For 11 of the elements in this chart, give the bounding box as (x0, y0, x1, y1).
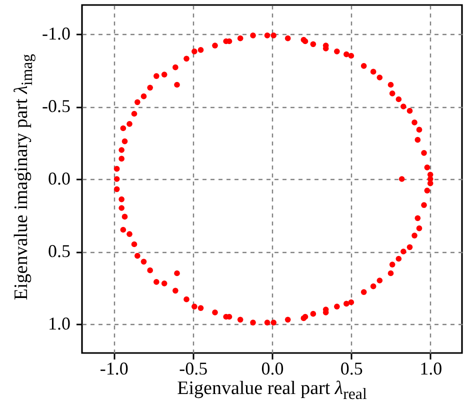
x-tick-label: -0.5 (179, 358, 208, 378)
x-tick-label: 1.0 (420, 358, 442, 378)
y-tick-label: -0.5 (42, 96, 70, 116)
x-tick-label: -1.0 (100, 358, 128, 378)
y-tick-label: 1.0 (48, 314, 70, 334)
x-tick-label: 0.5 (340, 358, 363, 378)
y-tick-label: -1.0 (42, 24, 70, 44)
x-tick-label: 0.0 (261, 358, 284, 378)
y-tick-label: 0.0 (48, 168, 70, 188)
x-axis-title: Eigenvalue real part λ$_{real}$ (177, 378, 367, 404)
y-tick-label: 0.5 (48, 241, 70, 261)
